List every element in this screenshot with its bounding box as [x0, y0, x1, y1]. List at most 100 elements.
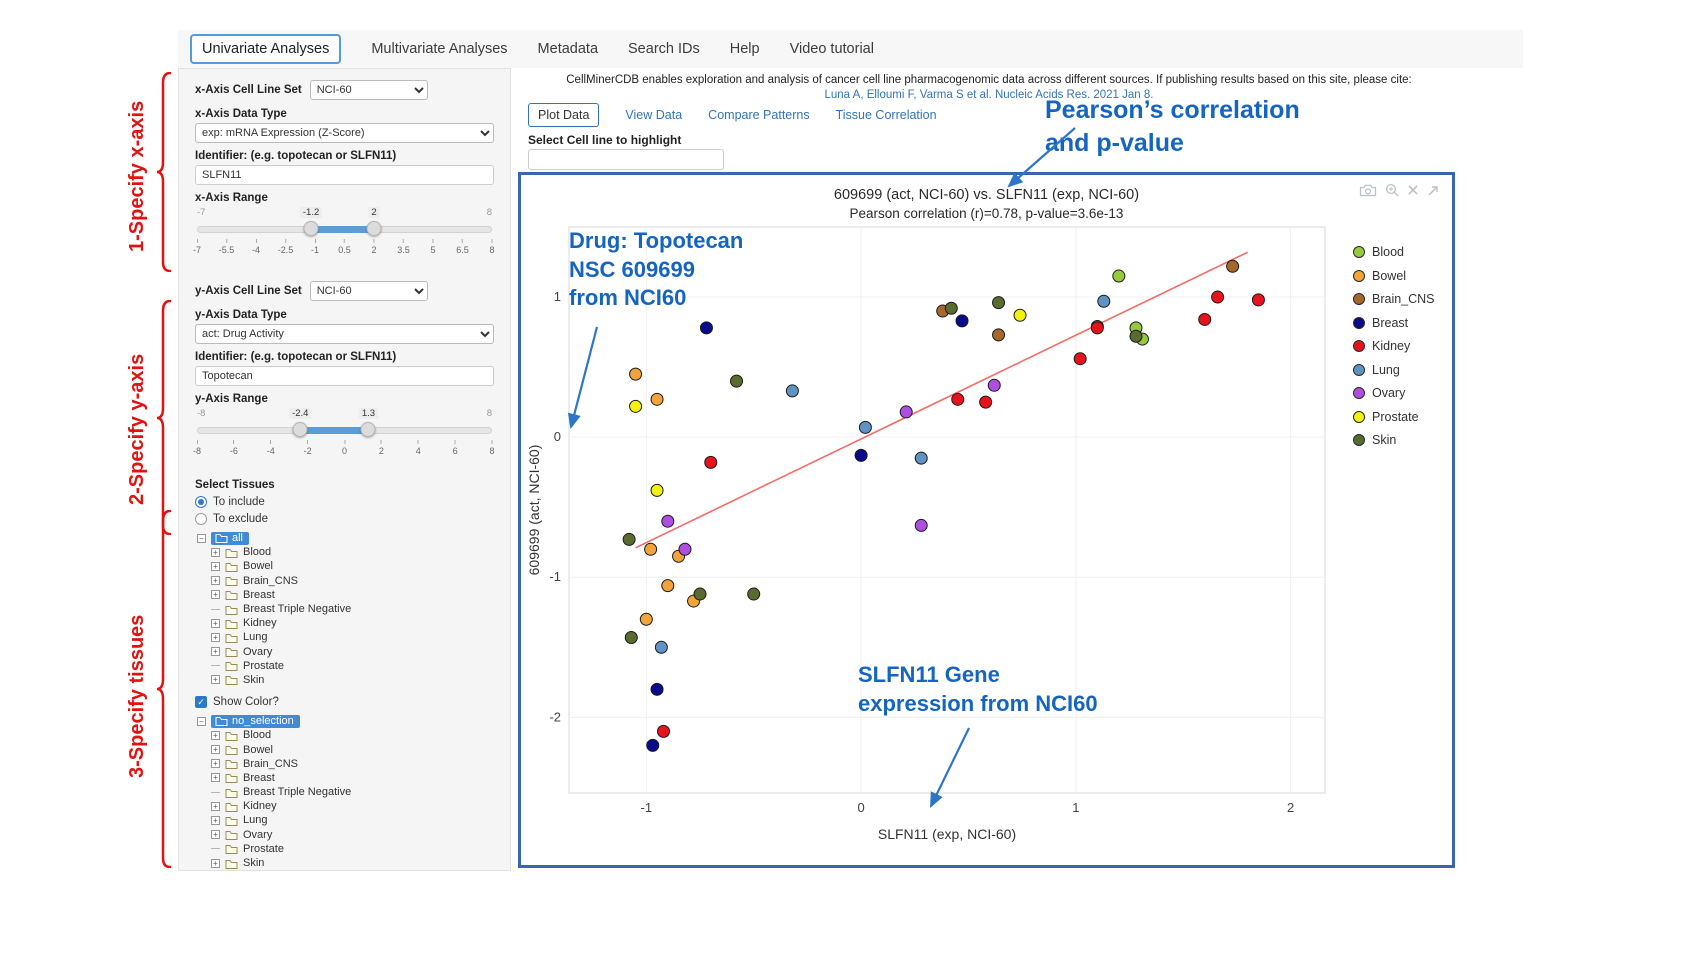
highlight-input[interactable] — [528, 149, 724, 170]
tree-item-kidney[interactable]: +Kidney — [197, 616, 494, 630]
x-data-type-select[interactable]: exp: mRNA Expression (Z-Score) — [195, 123, 494, 143]
data-point-skin[interactable] — [694, 588, 706, 600]
tree-item-bowel[interactable]: +Bowel — [197, 742, 494, 756]
tree-item-ovary[interactable]: +Ovary — [197, 828, 494, 842]
legend-item-ovary[interactable]: Ovary — [1353, 386, 1435, 400]
data-point-ovary[interactable] — [900, 406, 912, 418]
data-point-breast[interactable] — [647, 739, 659, 751]
data-point-bowel[interactable] — [645, 543, 657, 555]
data-point-breast[interactable] — [956, 315, 968, 327]
data-point-skin[interactable] — [1130, 330, 1142, 342]
data-point-skin[interactable] — [625, 631, 637, 643]
tree-item-brain-cns[interactable]: +Brain_CNS — [197, 757, 494, 771]
tree-expand-icon[interactable]: + — [211, 562, 220, 571]
citation-link[interactable]: Luna A, Elloumi F, Varma S et al. Nuclei… — [520, 88, 1458, 103]
y-cell-line-set-select[interactable]: NCI-60 — [310, 281, 428, 301]
legend-item-lung[interactable]: Lung — [1353, 363, 1435, 377]
legend-item-prostate[interactable]: Prostate — [1353, 410, 1435, 424]
tree-expand-icon[interactable]: + — [211, 802, 220, 811]
nav-tab-video-tutorial[interactable]: Video tutorial — [790, 41, 874, 57]
close-icon[interactable] — [1407, 184, 1419, 196]
legend-item-blood[interactable]: Blood — [1353, 245, 1435, 259]
y-data-type-select[interactable]: act: Drug Activity — [195, 324, 494, 344]
tree-expand-icon[interactable]: + — [211, 633, 220, 642]
data-point-lung[interactable] — [859, 421, 871, 433]
tab-tissue-correlation[interactable]: Tissue Correlation — [836, 108, 937, 122]
tree-item-skin[interactable]: +Skin — [197, 856, 494, 870]
slider-handle-to[interactable] — [367, 221, 382, 236]
tree-item-lung[interactable]: +Lung — [197, 630, 494, 644]
y-range-slider[interactable]: -88-2.41.3-8-6-4-202468 — [197, 419, 492, 467]
tree-expand-icon[interactable]: + — [211, 773, 220, 782]
tree-expand-icon[interactable]: + — [211, 830, 220, 839]
tree-item-ovary[interactable]: +Ovary — [197, 645, 494, 659]
tree-item-bowel[interactable]: +Bowel — [197, 559, 494, 573]
tab-compare-patterns[interactable]: Compare Patterns — [708, 108, 809, 122]
nav-tab-search-ids[interactable]: Search IDs — [628, 41, 700, 57]
data-point-bowel[interactable] — [630, 368, 642, 380]
data-point-breast[interactable] — [700, 322, 712, 334]
tree-root-all[interactable]: −all — [197, 531, 494, 545]
data-point-lung[interactable] — [1098, 295, 1110, 307]
tree-expand-icon[interactable]: + — [211, 675, 220, 684]
data-point-kidney[interactable] — [952, 393, 964, 405]
data-point-ovary[interactable] — [915, 519, 927, 531]
tab-view-data[interactable]: View Data — [625, 108, 682, 122]
tree-expand-icon[interactable]: + — [211, 859, 220, 868]
x-cell-line-set-select[interactable]: NCI-60 — [310, 80, 428, 100]
data-point-bowel[interactable] — [651, 393, 663, 405]
tree-item-breast[interactable]: +Breast — [197, 588, 494, 602]
data-point-ovary[interactable] — [662, 515, 674, 527]
data-point-kidney[interactable] — [1252, 294, 1264, 306]
data-point-brain-cns[interactable] — [1227, 260, 1239, 272]
tree-expand-icon[interactable]: + — [211, 816, 220, 825]
camera-icon[interactable] — [1359, 184, 1377, 197]
legend-item-breast[interactable]: Breast — [1353, 316, 1435, 330]
data-point-skin[interactable] — [748, 588, 760, 600]
x-range-slider[interactable]: -78-1.22-7-5.5-4-2.5-10.523.556.58 — [197, 218, 492, 266]
slider-handle-from[interactable] — [304, 221, 319, 236]
legend-item-skin[interactable]: Skin — [1353, 433, 1435, 447]
tree-item-brain-cns[interactable]: +Brain_CNS — [197, 574, 494, 588]
tree-expand-icon[interactable]: + — [211, 731, 220, 740]
data-point-prostate[interactable] — [630, 400, 642, 412]
legend-item-bowel[interactable]: Bowel — [1353, 269, 1435, 283]
show-color-checkbox[interactable]: ✓ Show Color? — [195, 694, 494, 709]
tree-item-prostate[interactable]: Prostate — [197, 659, 494, 673]
nav-tab-univariate-analyses[interactable]: Univariate Analyses — [190, 34, 341, 64]
data-point-kidney[interactable] — [1199, 313, 1211, 325]
nav-tab-metadata[interactable]: Metadata — [538, 41, 598, 57]
y-identifier-input[interactable] — [195, 366, 494, 386]
data-point-prostate[interactable] — [1014, 309, 1026, 321]
data-point-prostate[interactable] — [651, 484, 663, 496]
data-point-lung[interactable] — [786, 385, 798, 397]
tree-collapse-icon[interactable]: − — [197, 717, 206, 726]
legend-item-kidney[interactable]: Kidney — [1353, 339, 1435, 353]
data-point-kidney[interactable] — [1074, 353, 1086, 365]
data-point-bowel[interactable] — [640, 613, 652, 625]
tree-expand-icon[interactable]: + — [211, 619, 220, 628]
tree-expand-icon[interactable]: + — [211, 548, 220, 557]
tree-root-no-selection[interactable]: −no_selection — [197, 714, 494, 728]
tissues-exclude-radio[interactable]: To exclude — [195, 511, 494, 526]
data-point-brain-cns[interactable] — [993, 329, 1005, 341]
zoom-in-icon[interactable] — [1385, 183, 1399, 197]
tree-expand-icon[interactable]: + — [211, 759, 220, 768]
x-identifier-input[interactable] — [195, 165, 494, 185]
tree-item-breast[interactable]: +Breast — [197, 771, 494, 785]
data-point-kidney[interactable] — [1212, 291, 1224, 303]
data-point-skin[interactable] — [623, 533, 635, 545]
data-point-skin[interactable] — [731, 375, 743, 387]
nav-tab-help[interactable]: Help — [730, 41, 760, 57]
tree-item-skin[interactable]: +Skin — [197, 673, 494, 687]
tree-item-blood[interactable]: +Blood — [197, 728, 494, 742]
tree-item-kidney[interactable]: +Kidney — [197, 799, 494, 813]
legend-item-brain-cns[interactable]: Brain_CNS — [1353, 292, 1435, 306]
scatter-plot[interactable]: -1012-2-101SLFN11 (exp, NCI-60)609699 (a… — [525, 221, 1355, 846]
tree-item-blood[interactable]: +Blood — [197, 545, 494, 559]
tree-expand-icon[interactable]: + — [211, 576, 220, 585]
slider-handle-to[interactable] — [361, 422, 376, 437]
nav-tab-multivariate-analyses[interactable]: Multivariate Analyses — [371, 41, 507, 57]
tree-item-prostate[interactable]: Prostate — [197, 842, 494, 856]
data-point-kidney[interactable] — [1091, 322, 1103, 334]
